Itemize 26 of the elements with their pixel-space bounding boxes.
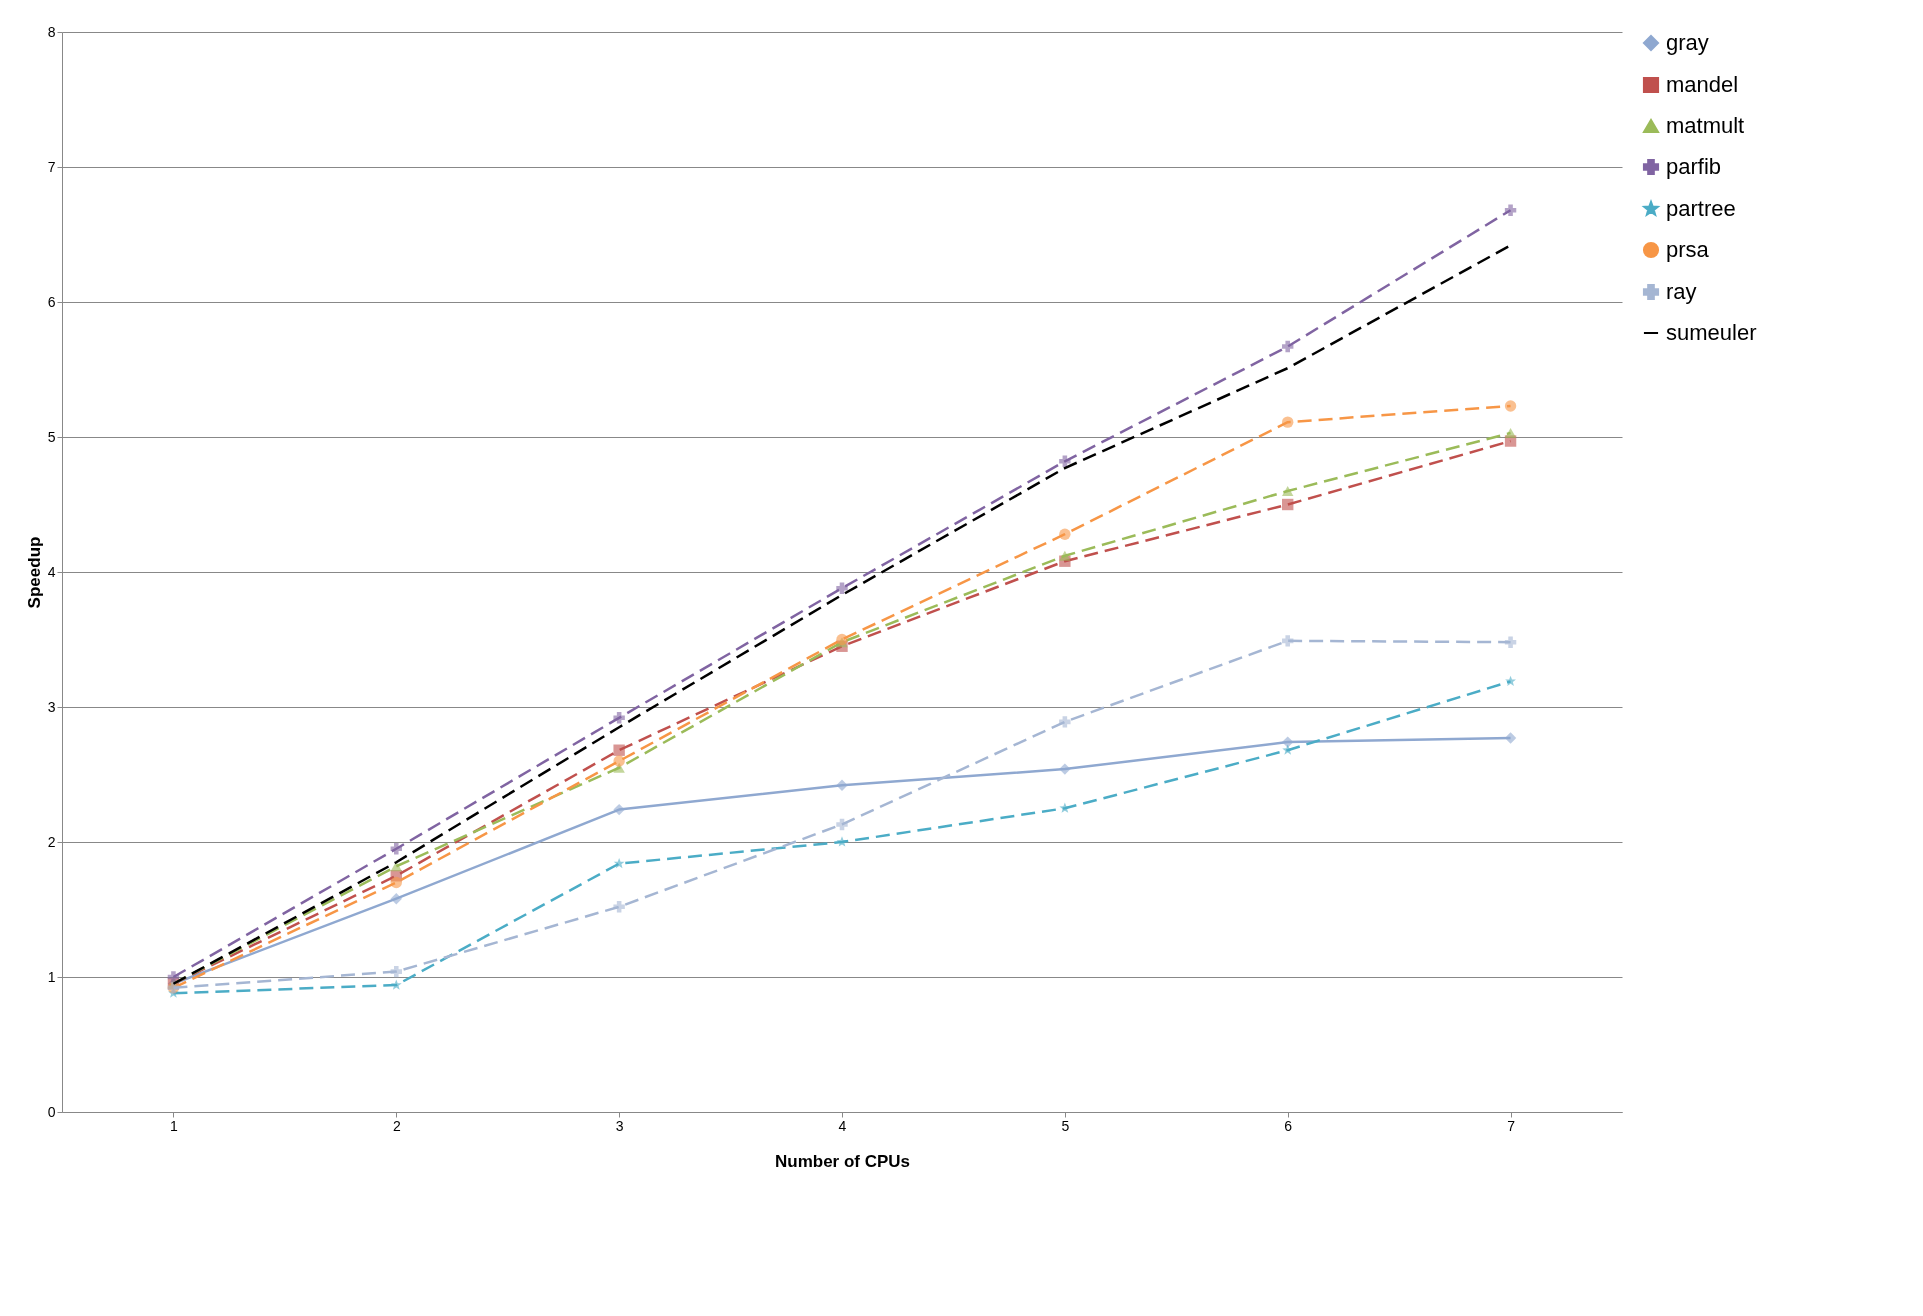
legend-label: sumeuler: [1666, 320, 1757, 345]
x-axis-title: Number of CPUs: [774, 1151, 911, 1171]
x-tick-label: 3: [615, 1117, 624, 1134]
y-axis-title: Speedup: [24, 536, 44, 609]
legend-label: parfib: [1666, 154, 1722, 179]
legend-label: mandel: [1666, 72, 1739, 97]
x-tick-label: 4: [838, 1117, 847, 1134]
y-tick-label: 1: [47, 968, 56, 985]
x-tick-label: 5: [1061, 1117, 1070, 1134]
x-tick-label: 7: [1507, 1117, 1516, 1134]
legend-label: partree: [1666, 196, 1736, 221]
x-tick-label: 1: [170, 1117, 179, 1134]
y-tick-label: 7: [47, 158, 56, 175]
y-tick-label: 6: [47, 293, 56, 310]
y-tick-label: 8: [47, 23, 56, 40]
y-tick-label: 0: [47, 1103, 56, 1120]
legend-label: prsa: [1666, 237, 1710, 262]
legend-label: matmult: [1666, 113, 1745, 138]
y-tick-label: 2: [47, 833, 56, 850]
legend-label: gray: [1666, 30, 1709, 55]
x-tick-label: 2: [392, 1117, 401, 1134]
y-tick-label: 3: [47, 698, 56, 715]
x-tick-label: 6: [1284, 1117, 1293, 1134]
legend-label: ray: [1666, 279, 1697, 304]
y-tick-label: 4: [47, 563, 56, 580]
y-tick-label: 5: [47, 428, 56, 445]
